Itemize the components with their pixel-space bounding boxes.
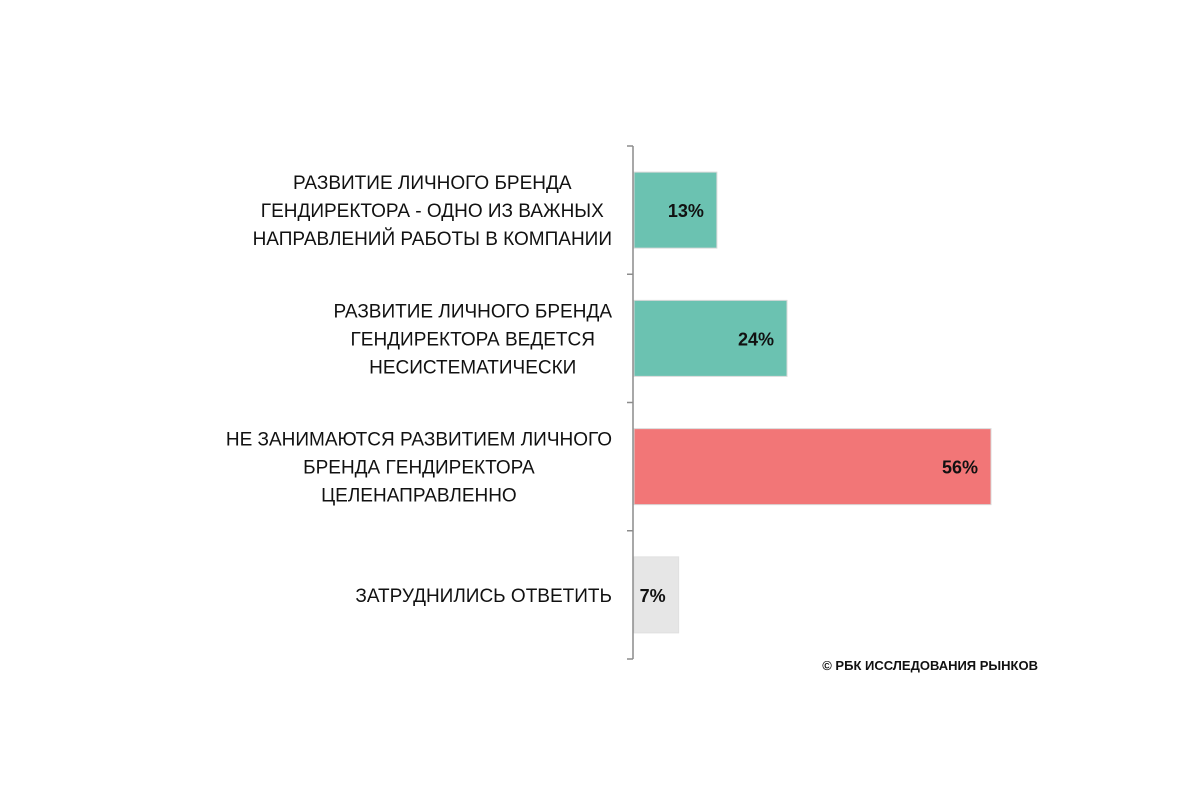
- value-label-2: 56%: [942, 458, 978, 478]
- category-label-0-line-1: ГЕНДИРЕКТОРА - ОДНО ИЗ ВАЖНЫХ: [261, 201, 604, 222]
- category-label-0-line-0: РАЗВИТИЕ ЛИЧНОГО БРЕНДА: [293, 173, 572, 194]
- value-label-1: 24%: [738, 329, 774, 349]
- category-label-1-line-0: РАЗВИТИЕ ЛИЧНОГО БРЕНДА: [333, 301, 612, 322]
- category-label-3-line-0: ЗАТРУДНИЛИСЬ ОТВЕТИТЬ: [355, 586, 612, 607]
- bars-layer: [633, 171, 992, 634]
- category-label-2-line-1: БРЕНДА ГЕНДИРЕКТОРА: [303, 458, 535, 479]
- bar-0: [633, 171, 718, 249]
- bar-3: [633, 556, 680, 634]
- category-label-0-line-2: НАПРАВЛЕНИЙ РАБОТЫ В КОМПАНИИ: [253, 228, 612, 250]
- y-axis: [627, 145, 634, 660]
- category-label-2-line-0: НЕ ЗАНИМАЮТСЯ РАЗВИТИЕМ ЛИЧНОГО: [226, 430, 612, 451]
- value-label-0: 13%: [668, 201, 704, 221]
- category-labels-layer: РАЗВИТИЕ ЛИЧНОГО БРЕНДА ГЕНДИРЕКТОРА - ОД…: [226, 173, 612, 607]
- bar-1: [633, 299, 788, 377]
- category-label-1-line-1: ГЕНДИРЕКТОРА ВЕДЕТСЯ: [351, 329, 595, 350]
- value-labels-layer: 13% 24% 56% 7%: [640, 201, 978, 606]
- bar-2: [633, 428, 992, 506]
- category-label-1-line-2: НЕСИСТЕМАТИЧЕСКИ: [369, 357, 576, 378]
- value-label-3: 7%: [640, 586, 666, 606]
- copyright-note: © РБК ИССЛЕДОВАНИЯ РЫНКОВ: [822, 658, 1038, 673]
- category-label-2-line-2: ЦЕЛЕНАПРАВЛЕННО: [321, 486, 517, 507]
